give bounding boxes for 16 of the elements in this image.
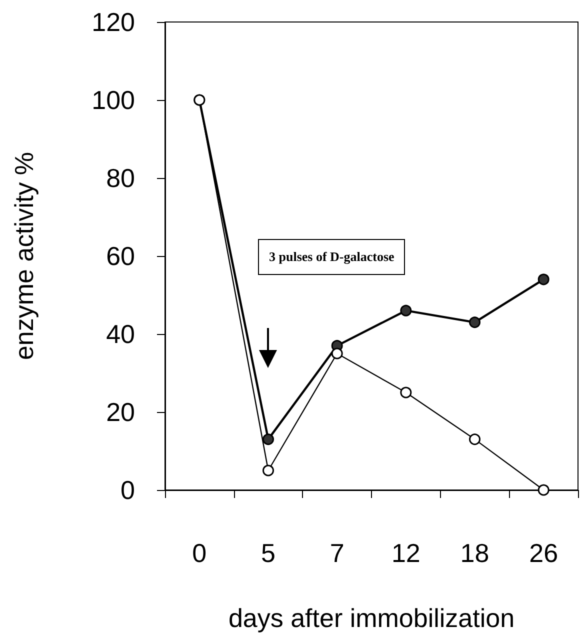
y-tick-label: 40	[106, 319, 135, 349]
annotation: 3 pulses of D-galactose	[258, 239, 406, 275]
x-tick-label: 26	[529, 538, 558, 568]
y-axis-title: enzyme activity %	[9, 152, 39, 360]
x-tick-label: 5	[261, 538, 276, 568]
y-tick-label: 60	[106, 241, 135, 271]
y-tick-label: 120	[92, 7, 135, 37]
x-tick-label: 12	[391, 538, 420, 568]
y-tick-label: 20	[106, 397, 135, 427]
y-tick-label: 80	[106, 163, 135, 193]
y-tick-label: 0	[120, 475, 135, 505]
x-tick-label: 18	[460, 538, 490, 568]
x-axis-title: days after immobilization	[228, 603, 515, 633]
x-tick-label: 0	[192, 538, 207, 568]
x-tick-label: 7	[330, 538, 344, 568]
y-tick-label: 100	[92, 85, 135, 115]
